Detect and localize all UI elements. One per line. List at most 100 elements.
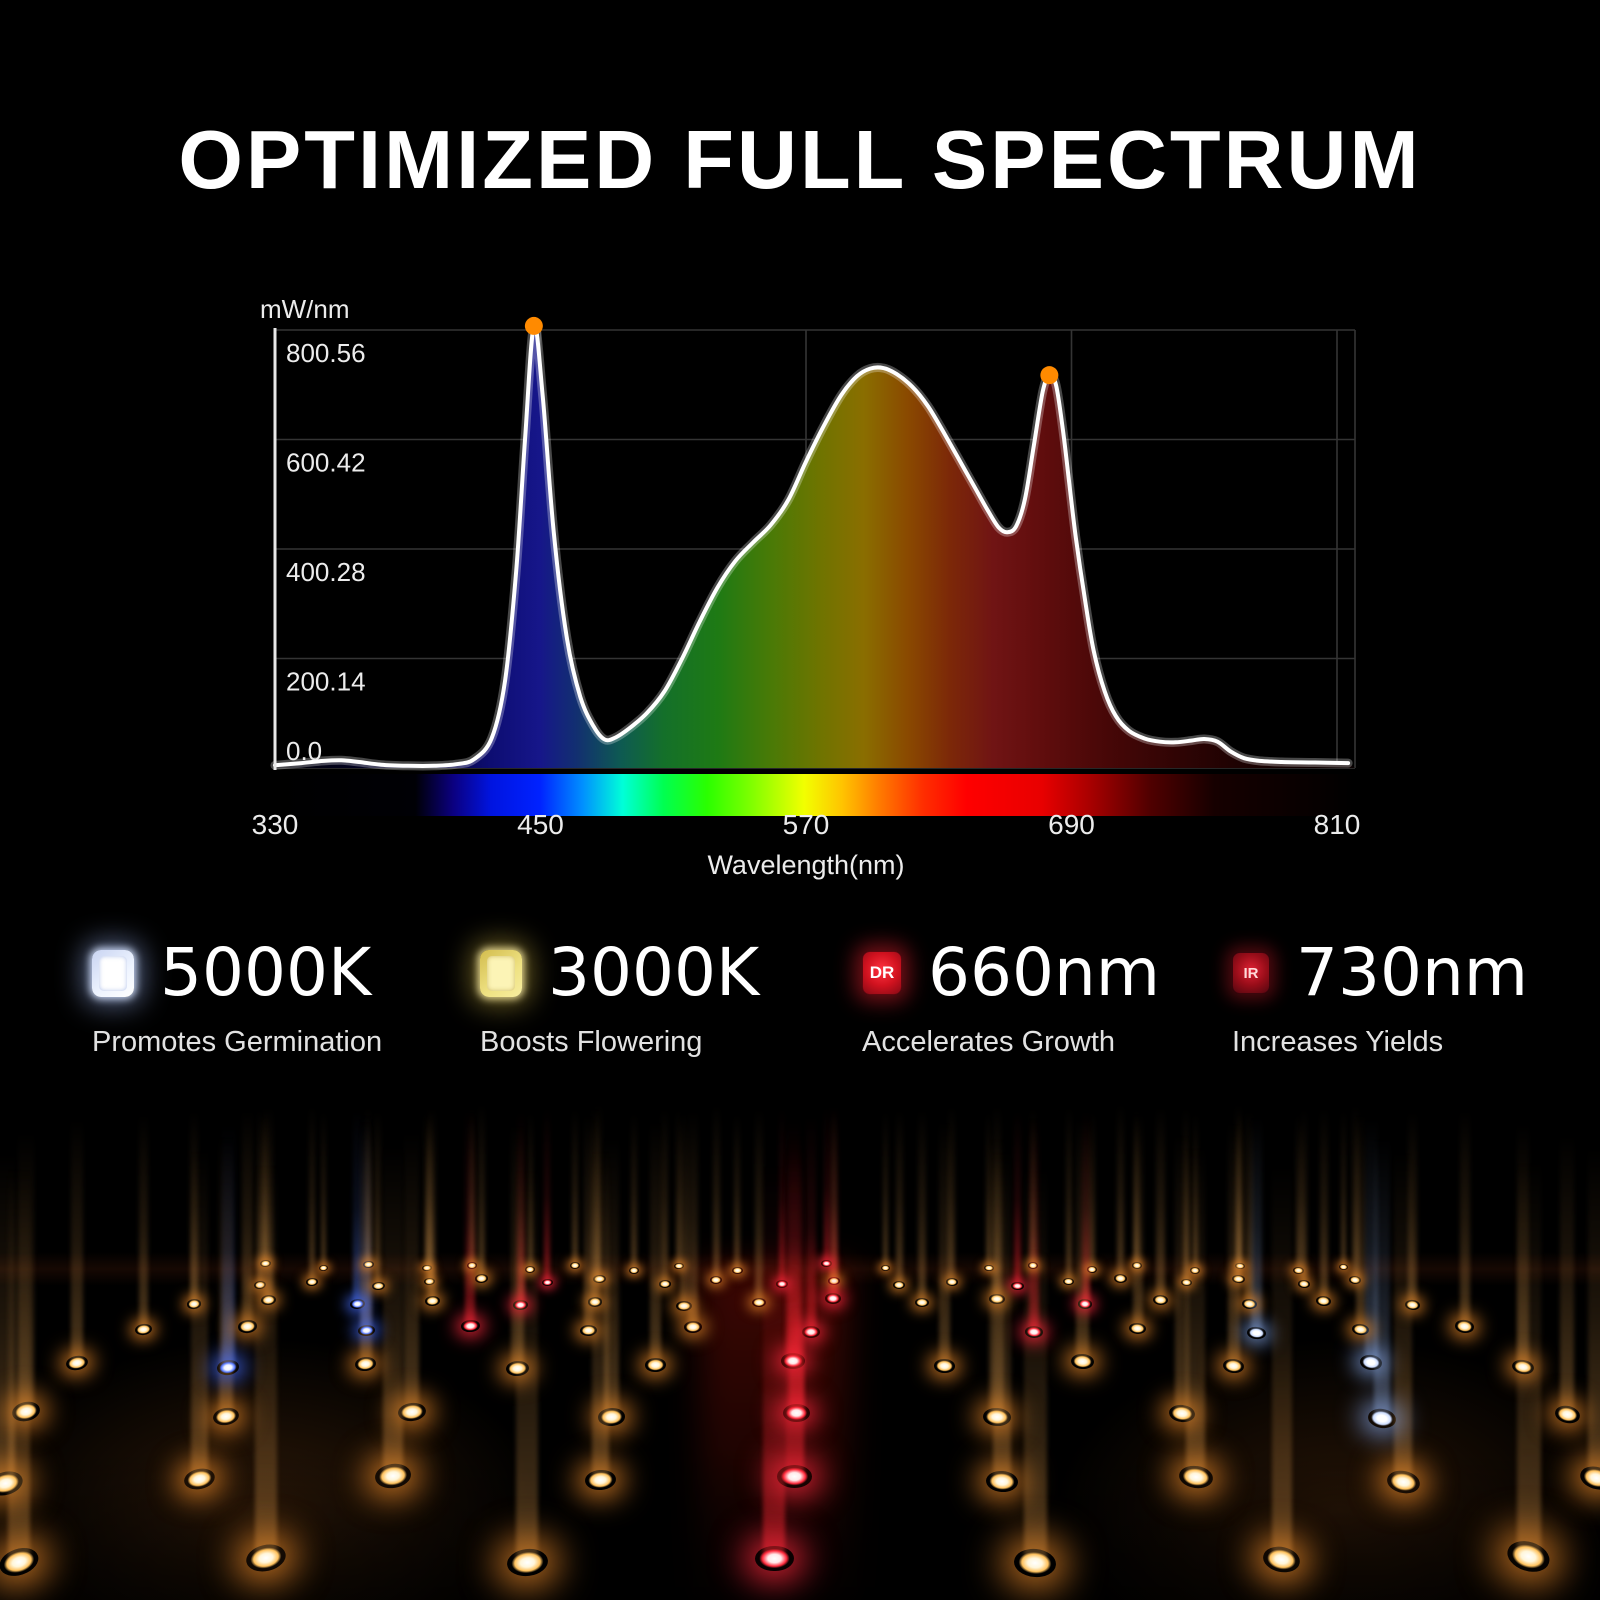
feature-value: 730nm xyxy=(1296,934,1529,1011)
led-light-beam xyxy=(383,1116,403,1476)
led-chip-5000k-icon xyxy=(92,949,134,997)
led-diode xyxy=(1129,1322,1148,1336)
led-light-beam xyxy=(262,1100,268,1264)
led-light-beam xyxy=(1340,1100,1346,1268)
led-light-beam xyxy=(1030,1100,1037,1265)
infrared-led-icon: IR xyxy=(1232,952,1270,994)
led-diode xyxy=(731,1267,743,1275)
led-light-beam xyxy=(257,1100,264,1286)
led-light-beam xyxy=(218,1111,234,1417)
led-diode xyxy=(1222,1358,1246,1375)
led-light-beam xyxy=(713,1100,720,1280)
led-light-beam xyxy=(830,1100,838,1281)
led-diode xyxy=(1086,1265,1098,1273)
led-light-beam xyxy=(734,1100,741,1271)
led-light-beam xyxy=(1517,1126,1541,1556)
board-red-glow xyxy=(700,1265,850,1600)
led-light-beam xyxy=(427,1100,437,1301)
svg-text:600.42: 600.42 xyxy=(286,448,366,478)
led-light-beam xyxy=(1271,1129,1293,1560)
led-diode xyxy=(1338,1263,1349,1271)
led-diode xyxy=(237,1318,259,1334)
led-light-beam xyxy=(264,1100,273,1300)
led-diode xyxy=(1012,1547,1058,1580)
led-light-beam xyxy=(806,1100,817,1332)
led-diode xyxy=(1024,1326,1044,1340)
led-light-beam xyxy=(374,1100,382,1286)
led-light-beam xyxy=(1587,1118,1600,1479)
led-diode xyxy=(754,1545,794,1572)
led-light-beam xyxy=(477,1100,485,1279)
led-board-photo xyxy=(0,1100,1600,1600)
led-diode xyxy=(676,1300,693,1312)
led-light-beam xyxy=(985,1100,992,1269)
led-light-beam xyxy=(360,1100,372,1364)
led-light-beam xyxy=(630,1100,637,1271)
led-diode xyxy=(505,1359,530,1377)
led-light-beam xyxy=(1081,1100,1090,1304)
led-diode xyxy=(983,1265,994,1272)
led-light-beam xyxy=(938,1100,951,1366)
led-light-beam xyxy=(1356,1100,1366,1330)
svg-text:810: 810 xyxy=(1314,809,1361,840)
led-light-beam xyxy=(1459,1100,1471,1326)
led-diode xyxy=(1504,1535,1554,1577)
led-diode xyxy=(0,1467,26,1500)
svg-text:330: 330 xyxy=(252,809,299,840)
led-diode xyxy=(827,1276,840,1285)
led-diode xyxy=(349,1298,366,1310)
led-light-beam xyxy=(592,1120,610,1481)
led-diode xyxy=(371,1281,385,1291)
led-light-beam xyxy=(138,1100,148,1330)
svg-text:690: 690 xyxy=(1048,809,1095,840)
led-diode xyxy=(658,1279,671,1288)
led-light-beam xyxy=(403,1107,420,1413)
led-light-beam xyxy=(1237,1100,1243,1267)
led-light-beam xyxy=(948,1100,955,1282)
led-diode xyxy=(1246,1326,1267,1341)
feature-value: 3000K xyxy=(548,934,760,1011)
led-diode xyxy=(1078,1298,1094,1309)
led-light-beam xyxy=(1408,1100,1417,1306)
led-light-beam xyxy=(591,1100,600,1302)
led-diode xyxy=(1028,1261,1039,1269)
svg-text:mW/nm: mW/nm xyxy=(260,300,350,324)
led-light-beam xyxy=(1013,1100,1021,1286)
led-light-beam xyxy=(465,1100,476,1327)
led-light-beam xyxy=(353,1100,362,1305)
page-title: OPTIMIZED FULL SPECTRUM xyxy=(178,113,1422,206)
led-light-beam xyxy=(595,1100,603,1280)
led-diode xyxy=(186,1298,202,1310)
led-light-beam xyxy=(515,1132,539,1563)
led-diode xyxy=(460,1319,481,1334)
led-diode xyxy=(1010,1281,1024,1291)
led-diode xyxy=(893,1280,906,1290)
led-light-beam xyxy=(1186,1117,1205,1478)
led-light-beam xyxy=(426,1100,433,1283)
feature-label: Boosts Flowering xyxy=(480,1026,703,1058)
led-light-beam xyxy=(823,1100,830,1264)
board-warm-glow-left xyxy=(0,1280,640,1600)
led-light-beam xyxy=(784,1116,804,1477)
led-diode xyxy=(1553,1403,1582,1426)
led-diode xyxy=(64,1354,89,1373)
svg-text:450: 450 xyxy=(517,809,564,840)
led-diode xyxy=(1063,1278,1075,1287)
led-light-beam xyxy=(1192,1100,1199,1271)
led-diode xyxy=(216,1358,241,1377)
led-light-beam xyxy=(829,1100,838,1299)
svg-text:0.0: 0.0 xyxy=(286,736,322,766)
led-diode xyxy=(710,1275,723,1285)
led-light-beam xyxy=(1228,1101,1240,1367)
led-diode xyxy=(423,1278,436,1287)
led-diode xyxy=(982,1407,1011,1428)
spectrum-chart: mW/nm 800.56 600.42 400.28 200.14 0.0 330 450 57… xyxy=(245,300,1415,900)
led-diode xyxy=(1180,1278,1193,1287)
led-light-beam xyxy=(992,1100,1002,1300)
led-diode xyxy=(1189,1266,1201,1274)
led-light-beam xyxy=(309,1100,316,1282)
led-light-beam xyxy=(365,1100,372,1265)
led-diode xyxy=(1315,1295,1332,1307)
led-light-beam xyxy=(993,1121,1011,1482)
led-diode xyxy=(802,1325,821,1338)
